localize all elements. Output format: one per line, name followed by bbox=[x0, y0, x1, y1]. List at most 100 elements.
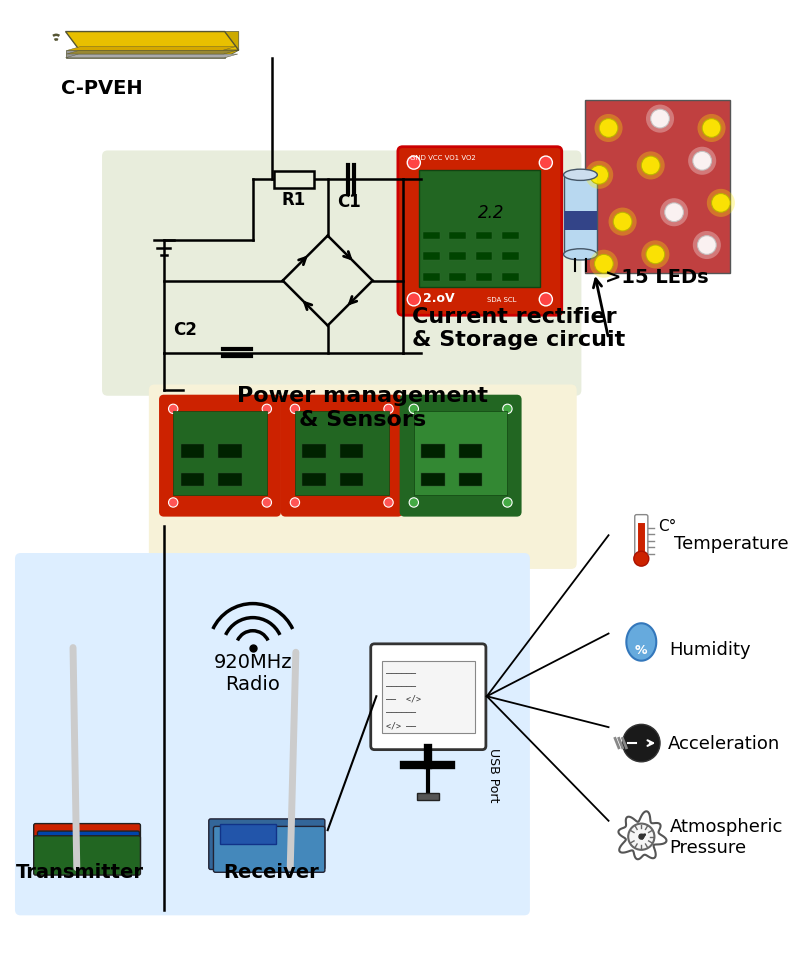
Text: ——————: —————— bbox=[386, 668, 416, 678]
Circle shape bbox=[590, 251, 618, 279]
Polygon shape bbox=[66, 51, 237, 55]
Circle shape bbox=[384, 498, 394, 507]
Bar bbox=[458, 473, 482, 486]
FancyBboxPatch shape bbox=[34, 824, 141, 870]
Bar bbox=[174, 411, 267, 496]
Text: ——————: —————— bbox=[386, 681, 416, 690]
Circle shape bbox=[693, 232, 721, 259]
FancyBboxPatch shape bbox=[102, 151, 582, 396]
Circle shape bbox=[642, 157, 660, 176]
Circle shape bbox=[688, 148, 716, 176]
FancyBboxPatch shape bbox=[38, 831, 139, 875]
Circle shape bbox=[590, 166, 609, 185]
Bar bbox=[475, 254, 493, 260]
Bar bbox=[340, 445, 363, 458]
Circle shape bbox=[594, 255, 614, 274]
Circle shape bbox=[290, 405, 299, 414]
Text: 2.oV: 2.oV bbox=[423, 292, 454, 305]
FancyBboxPatch shape bbox=[209, 819, 325, 870]
Circle shape bbox=[698, 236, 716, 255]
Circle shape bbox=[639, 834, 644, 839]
Text: Humidity: Humidity bbox=[670, 641, 751, 659]
Bar bbox=[417, 793, 439, 801]
FancyBboxPatch shape bbox=[214, 826, 325, 873]
Bar bbox=[585, 101, 730, 274]
Text: Temperature: Temperature bbox=[674, 534, 789, 553]
Circle shape bbox=[660, 199, 688, 227]
Polygon shape bbox=[618, 811, 666, 859]
FancyBboxPatch shape bbox=[634, 515, 648, 561]
Circle shape bbox=[290, 498, 299, 507]
Bar bbox=[450, 254, 466, 260]
Bar bbox=[423, 254, 440, 260]
Circle shape bbox=[707, 189, 735, 218]
Circle shape bbox=[409, 405, 418, 414]
Circle shape bbox=[646, 246, 665, 264]
FancyBboxPatch shape bbox=[149, 385, 577, 569]
Text: 920MHz
Radio: 920MHz Radio bbox=[214, 653, 292, 694]
Bar bbox=[422, 445, 445, 458]
Circle shape bbox=[614, 213, 632, 232]
Circle shape bbox=[262, 498, 271, 507]
Circle shape bbox=[622, 725, 660, 762]
Text: Power management
& Sensors: Power management & Sensors bbox=[237, 386, 488, 430]
Polygon shape bbox=[66, 33, 238, 51]
Circle shape bbox=[698, 114, 726, 143]
FancyBboxPatch shape bbox=[398, 148, 562, 316]
Text: C°: C° bbox=[658, 519, 677, 533]
Circle shape bbox=[539, 293, 552, 307]
FancyBboxPatch shape bbox=[282, 396, 402, 516]
Bar bbox=[218, 473, 242, 486]
Circle shape bbox=[646, 106, 674, 134]
Polygon shape bbox=[67, 47, 236, 51]
FancyBboxPatch shape bbox=[34, 836, 141, 875]
Bar bbox=[458, 445, 482, 458]
Bar bbox=[502, 254, 518, 260]
Circle shape bbox=[502, 498, 512, 507]
Text: C-PVEH: C-PVEH bbox=[61, 79, 142, 98]
Bar bbox=[419, 171, 540, 288]
Circle shape bbox=[594, 114, 622, 143]
Ellipse shape bbox=[564, 170, 598, 182]
Text: Receiver: Receiver bbox=[224, 862, 319, 881]
Text: GND VCC VO1 VO2: GND VCC VO1 VO2 bbox=[410, 155, 476, 160]
Bar bbox=[218, 445, 242, 458]
Bar bbox=[502, 233, 518, 240]
FancyBboxPatch shape bbox=[15, 554, 530, 916]
Circle shape bbox=[711, 194, 730, 213]
Circle shape bbox=[407, 293, 420, 307]
Bar bbox=[423, 233, 440, 240]
Circle shape bbox=[262, 405, 271, 414]
Text: ——  </>: —— </> bbox=[386, 694, 421, 703]
Text: C2: C2 bbox=[174, 321, 197, 338]
Text: USB Port: USB Port bbox=[487, 747, 500, 801]
Text: R1: R1 bbox=[282, 190, 306, 209]
Circle shape bbox=[502, 405, 512, 414]
Circle shape bbox=[599, 119, 618, 138]
Bar bbox=[382, 661, 474, 733]
Bar bbox=[340, 473, 363, 486]
Circle shape bbox=[407, 157, 420, 170]
Circle shape bbox=[650, 111, 670, 129]
FancyBboxPatch shape bbox=[401, 396, 521, 516]
Circle shape bbox=[637, 152, 665, 181]
Text: Transmitter: Transmitter bbox=[15, 862, 143, 881]
Bar bbox=[422, 473, 445, 486]
Bar bbox=[564, 176, 598, 255]
Text: Current rectifier
& Storage circuit: Current rectifier & Storage circuit bbox=[412, 307, 625, 350]
Bar bbox=[475, 274, 493, 282]
Text: >15 LEDs: >15 LEDs bbox=[606, 268, 709, 287]
Text: Atmospheric
Pressure: Atmospheric Pressure bbox=[670, 818, 782, 856]
Bar bbox=[450, 233, 466, 240]
Text: ——————: —————— bbox=[386, 707, 416, 716]
Circle shape bbox=[665, 204, 683, 222]
Bar bbox=[302, 445, 326, 458]
Circle shape bbox=[169, 405, 178, 414]
Polygon shape bbox=[626, 624, 656, 661]
Polygon shape bbox=[66, 51, 225, 59]
Bar bbox=[423, 274, 440, 282]
Circle shape bbox=[169, 498, 178, 507]
Text: 2.2: 2.2 bbox=[478, 204, 504, 222]
Bar bbox=[502, 274, 518, 282]
Text: Acceleration: Acceleration bbox=[667, 734, 780, 752]
